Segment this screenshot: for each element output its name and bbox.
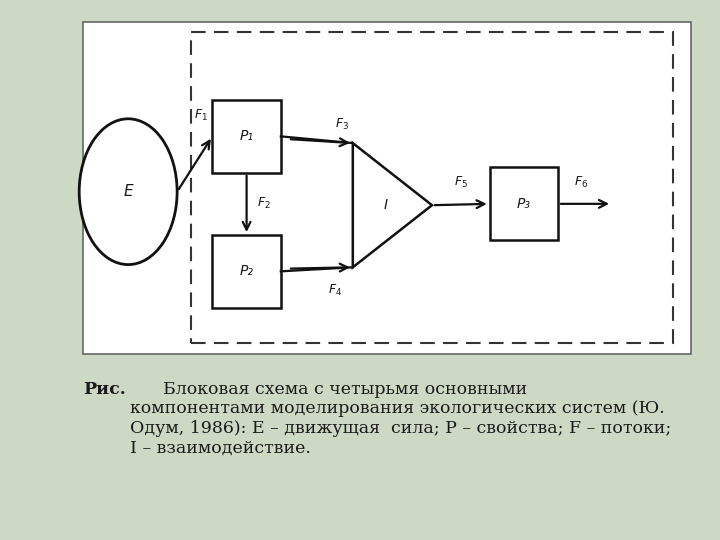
Text: $F_5$: $F_5$: [454, 176, 468, 190]
Text: I: I: [383, 198, 387, 212]
Text: Блоковая схема с четырьмя основными
компонентами моделирования экологических сис: Блоковая схема с четырьмя основными комп…: [130, 381, 671, 456]
Text: E: E: [123, 184, 133, 199]
Text: $F_2$: $F_2$: [258, 197, 271, 211]
Polygon shape: [353, 143, 432, 267]
Bar: [191, 32, 673, 343]
Text: $F_3$: $F_3$: [335, 117, 349, 132]
Bar: [212, 235, 281, 308]
Text: $F_4$: $F_4$: [328, 283, 342, 298]
Bar: [83, 22, 691, 354]
Bar: [212, 100, 281, 173]
Text: Рис.: Рис.: [83, 381, 125, 397]
Ellipse shape: [79, 119, 177, 265]
Text: P₃: P₃: [517, 197, 531, 211]
Text: $F_1$: $F_1$: [194, 108, 208, 123]
Text: P₁: P₁: [240, 130, 253, 143]
Text: P₂: P₂: [240, 265, 253, 278]
Text: $F_6$: $F_6$: [575, 176, 588, 190]
Bar: [490, 167, 558, 240]
